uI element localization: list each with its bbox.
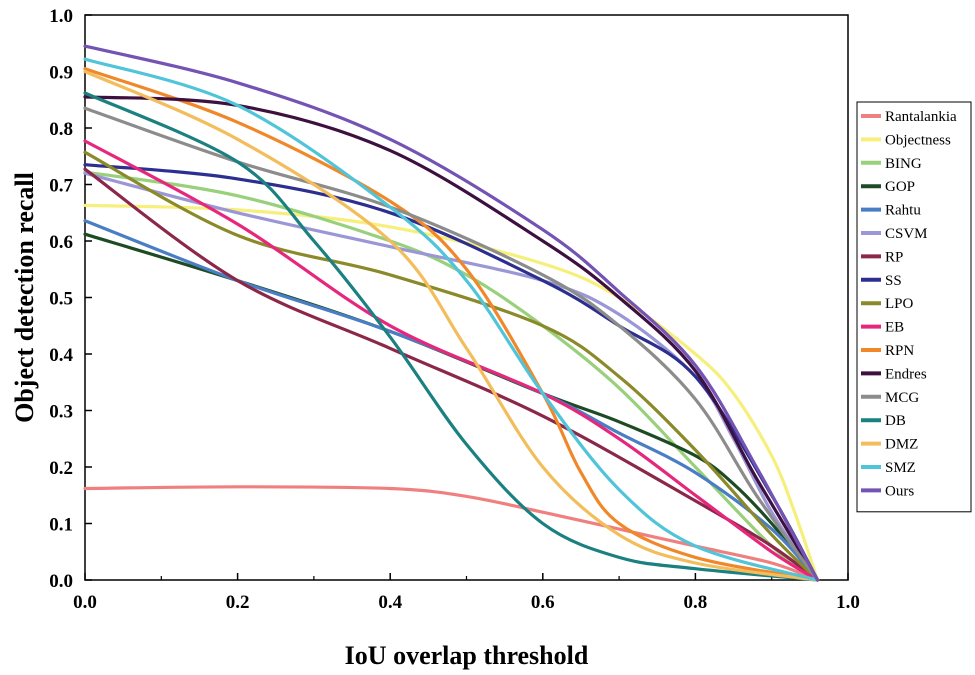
series-line-bing [83, 170, 820, 582]
series-line-ss [83, 163, 820, 582]
y-tick-label: 1.0 [49, 6, 73, 27]
y-tick-label: 0.7 [49, 176, 73, 197]
legend-label-db: DB [885, 413, 906, 429]
legend-label-dmz: DMZ [885, 437, 918, 453]
series-line-dmz [83, 69, 820, 582]
x-tick-label: 0.0 [73, 592, 97, 613]
y-tick-label: 0.1 [49, 515, 73, 536]
legend-label-rpn: RPN [885, 343, 914, 359]
legend-label-smz: SMZ [885, 460, 916, 476]
legend-label-rp: RP [885, 249, 903, 265]
legend-label-rantalankia: Rantalankia [885, 109, 957, 125]
series-line-rp [83, 167, 820, 582]
series-line-rpn [83, 67, 820, 582]
legend-label-csvm: CSVM [885, 226, 928, 242]
y-tick-label: 0.8 [49, 119, 73, 140]
axes: 0.0 0.2 0.4 0.6 0.8 1.0 0.0 0.1 0.2 0.3 0.4 0.5 0.6 0… [49, 6, 860, 613]
legend-label-mcg: MCG [885, 390, 919, 406]
legend-label-rahtu: Rahtu [885, 203, 921, 219]
y-tick-label: 0.2 [49, 458, 73, 479]
legend-label-endres: Endres [885, 366, 927, 382]
legend-label-objectness: Objectness [885, 132, 951, 148]
legend-label-eb: EB [885, 320, 904, 336]
legend-label-ss: SS [885, 273, 902, 289]
series-line-lpo [83, 150, 820, 582]
x-tick-label: 0.6 [531, 592, 555, 613]
y-tick-label: 0.5 [49, 289, 73, 310]
x-tick-label: 0.2 [226, 592, 250, 613]
x-axis-title: IoU overlap threshold [345, 641, 589, 670]
legend-label-ours: Ours [885, 483, 914, 499]
series-line-db [83, 91, 820, 582]
series-line-rahtu [83, 219, 820, 582]
series-lines [83, 44, 820, 582]
series-line-csvm [83, 171, 820, 582]
legend-label-gop: GOP [885, 179, 915, 195]
y-tick-label: 0.0 [49, 571, 73, 592]
y-axis-title: Object detection recall [10, 172, 39, 423]
x-tick-label: 1.0 [836, 592, 860, 613]
x-tick-label: 0.8 [684, 592, 708, 613]
series-line-smz [83, 57, 820, 582]
legend-label-lpo: LPO [885, 296, 914, 312]
y-tick-label: 0.9 [49, 63, 73, 84]
y-tick-label: 0.3 [49, 402, 73, 423]
series-line-ours [83, 44, 820, 582]
legend: Rantalankia Objectness BING GOP Rahtu CSVM RP S… [856, 101, 972, 513]
series-line-gop [83, 232, 820, 582]
y-tick-label: 0.4 [49, 345, 73, 366]
series-line-rantalankia [83, 485, 820, 582]
y-tick-label: 0.6 [49, 232, 73, 253]
legend-label-bing: BING [885, 156, 922, 172]
x-tick-label: 0.4 [378, 592, 402, 613]
